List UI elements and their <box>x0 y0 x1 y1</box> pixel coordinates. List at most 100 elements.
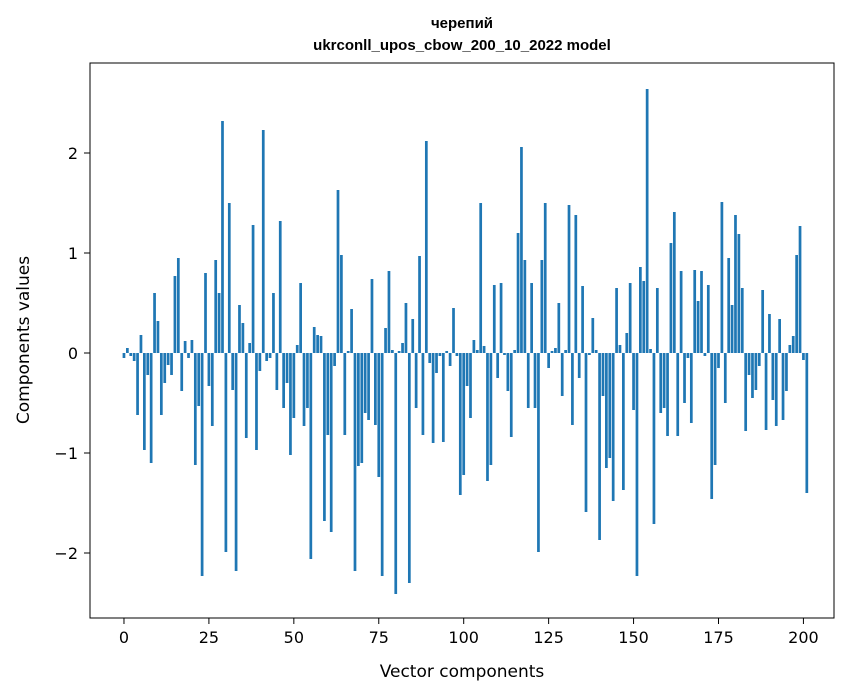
bar-0 <box>122 353 126 358</box>
y-axis-label: Components values <box>14 256 34 424</box>
bar-166 <box>686 353 690 358</box>
bar-159 <box>662 353 666 408</box>
bar-92 <box>435 353 438 373</box>
bar-3 <box>132 353 136 361</box>
bar-153 <box>642 281 646 353</box>
bar-134 <box>577 353 581 378</box>
x-tick-label: 0 <box>119 628 129 647</box>
bar-194 <box>781 353 785 420</box>
bar-195 <box>785 353 788 391</box>
bar-118 <box>523 260 527 353</box>
bar-36 <box>244 353 248 438</box>
bar-45 <box>275 353 279 390</box>
bar-75 <box>377 353 381 477</box>
bar-33 <box>234 353 238 571</box>
bar-21 <box>193 353 197 465</box>
bar-60 <box>326 353 330 435</box>
bar-16 <box>176 258 180 353</box>
bar-9 <box>153 293 156 353</box>
bar-127 <box>554 348 557 353</box>
bar-24 <box>204 273 207 353</box>
bar-117 <box>520 147 523 353</box>
bar-109 <box>492 285 496 353</box>
y-axis-ticks: −2 −1 0 1 2 <box>54 144 90 563</box>
bar-140 <box>598 353 601 540</box>
bar-186 <box>754 353 758 390</box>
bar-105 <box>479 203 483 353</box>
bar-132 <box>571 353 574 425</box>
bar-67 <box>350 309 353 353</box>
bar-163 <box>676 353 680 436</box>
bar-57 <box>316 335 319 353</box>
bar-181 <box>737 234 741 353</box>
bar-group <box>122 89 809 594</box>
bar-142 <box>605 353 608 468</box>
bar-158 <box>659 353 663 413</box>
bar-175 <box>717 353 720 368</box>
bar-103 <box>472 340 476 353</box>
bar-125 <box>547 353 550 368</box>
chart-title-line1: черепий <box>431 15 493 32</box>
bar-19 <box>187 353 190 358</box>
bar-4 <box>136 353 139 415</box>
x-tick-label: 50 <box>284 628 304 647</box>
bar-93 <box>438 353 442 356</box>
bar-113 <box>506 353 510 391</box>
bar-164 <box>679 271 683 353</box>
bar-61 <box>329 353 333 532</box>
bar-38 <box>251 225 255 353</box>
bar-81 <box>397 351 401 353</box>
bar-124 <box>543 203 547 353</box>
x-tick-label: 25 <box>199 628 219 647</box>
bar-101 <box>465 353 469 386</box>
bar-48 <box>285 353 289 383</box>
bar-190 <box>768 314 771 353</box>
bar-5 <box>139 335 143 353</box>
bar-112 <box>503 353 506 355</box>
bar-8 <box>149 353 153 463</box>
bar-146 <box>618 345 622 353</box>
bar-28 <box>217 293 221 353</box>
bar-174 <box>713 353 717 465</box>
bar-173 <box>710 353 714 499</box>
bar-14 <box>170 353 173 375</box>
bar-110 <box>496 353 500 378</box>
bar-83 <box>404 303 408 353</box>
bar-123 <box>540 260 544 353</box>
bar-70 <box>360 353 364 463</box>
bar-161 <box>669 243 673 353</box>
bar-56 <box>312 327 316 353</box>
bar-80 <box>394 353 398 594</box>
bar-106 <box>482 346 486 353</box>
x-tick-label: 100 <box>448 628 479 647</box>
bar-116 <box>516 233 520 353</box>
bar-141 <box>601 353 605 396</box>
bar-78 <box>387 271 391 353</box>
bar-1 <box>126 348 129 353</box>
bar-65 <box>343 353 347 435</box>
bar-72 <box>367 353 370 420</box>
bar-126 <box>550 351 554 353</box>
bar-162 <box>672 212 676 353</box>
bar-2 <box>129 353 133 356</box>
bar-64 <box>340 255 343 353</box>
bar-71 <box>363 353 367 413</box>
bar-76 <box>380 353 384 576</box>
bar-177 <box>723 353 727 403</box>
bar-17 <box>180 353 184 391</box>
bar-91 <box>431 353 435 443</box>
bar-100 <box>462 353 466 475</box>
bar-167 <box>689 353 693 423</box>
bar-26 <box>210 353 214 426</box>
bar-115 <box>513 350 517 353</box>
bar-145 <box>615 288 618 353</box>
bar-79 <box>391 350 394 353</box>
chart-title-line2: ukrconll_upos_cbow_200_10_2022 model <box>313 37 611 54</box>
x-axis-ticks: 0 25 50 75 100 125 150 175 200 <box>119 618 819 647</box>
y-tick-label: 2 <box>68 144 78 163</box>
x-tick-label: 200 <box>788 628 819 647</box>
bar-148 <box>625 333 629 353</box>
bar-189 <box>764 353 768 430</box>
bar-108 <box>489 353 493 465</box>
bar-35 <box>241 323 245 353</box>
